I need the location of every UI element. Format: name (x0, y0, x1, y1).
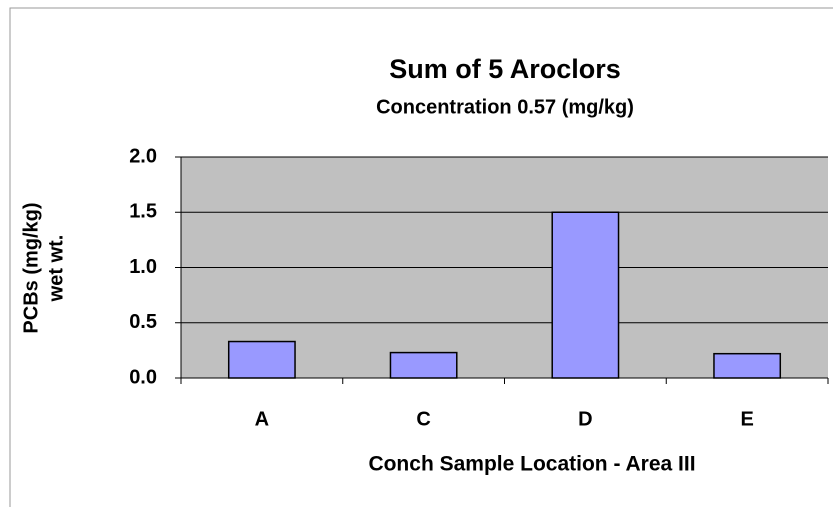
chart-title: Sum of 5 Aroclors (389, 54, 621, 84)
y-tick-label: 2.0 (129, 145, 157, 167)
y-tick-label: 0.5 (129, 311, 157, 333)
x-axis-label: Conch Sample Location - Area III (368, 453, 695, 476)
y-axis-label: PCBs (mg/kg) (20, 202, 42, 333)
bar (389, 351, 458, 379)
chart-subtitle: Concentration 0.57 (mg/kg) (376, 96, 634, 118)
x-tick-label: E (740, 408, 753, 430)
y-tick-label: 1.5 (129, 201, 157, 223)
bar (551, 211, 620, 379)
x-tick-label: A (255, 408, 269, 430)
y-tick-label: 1.0 (129, 256, 157, 278)
x-tick-label: D (578, 408, 592, 430)
x-tick-label: C (416, 408, 430, 430)
y-tick-label: 0.0 (129, 366, 157, 388)
bar (227, 340, 296, 379)
y-axis-label: wet wt. (45, 235, 67, 303)
bar (713, 352, 782, 379)
